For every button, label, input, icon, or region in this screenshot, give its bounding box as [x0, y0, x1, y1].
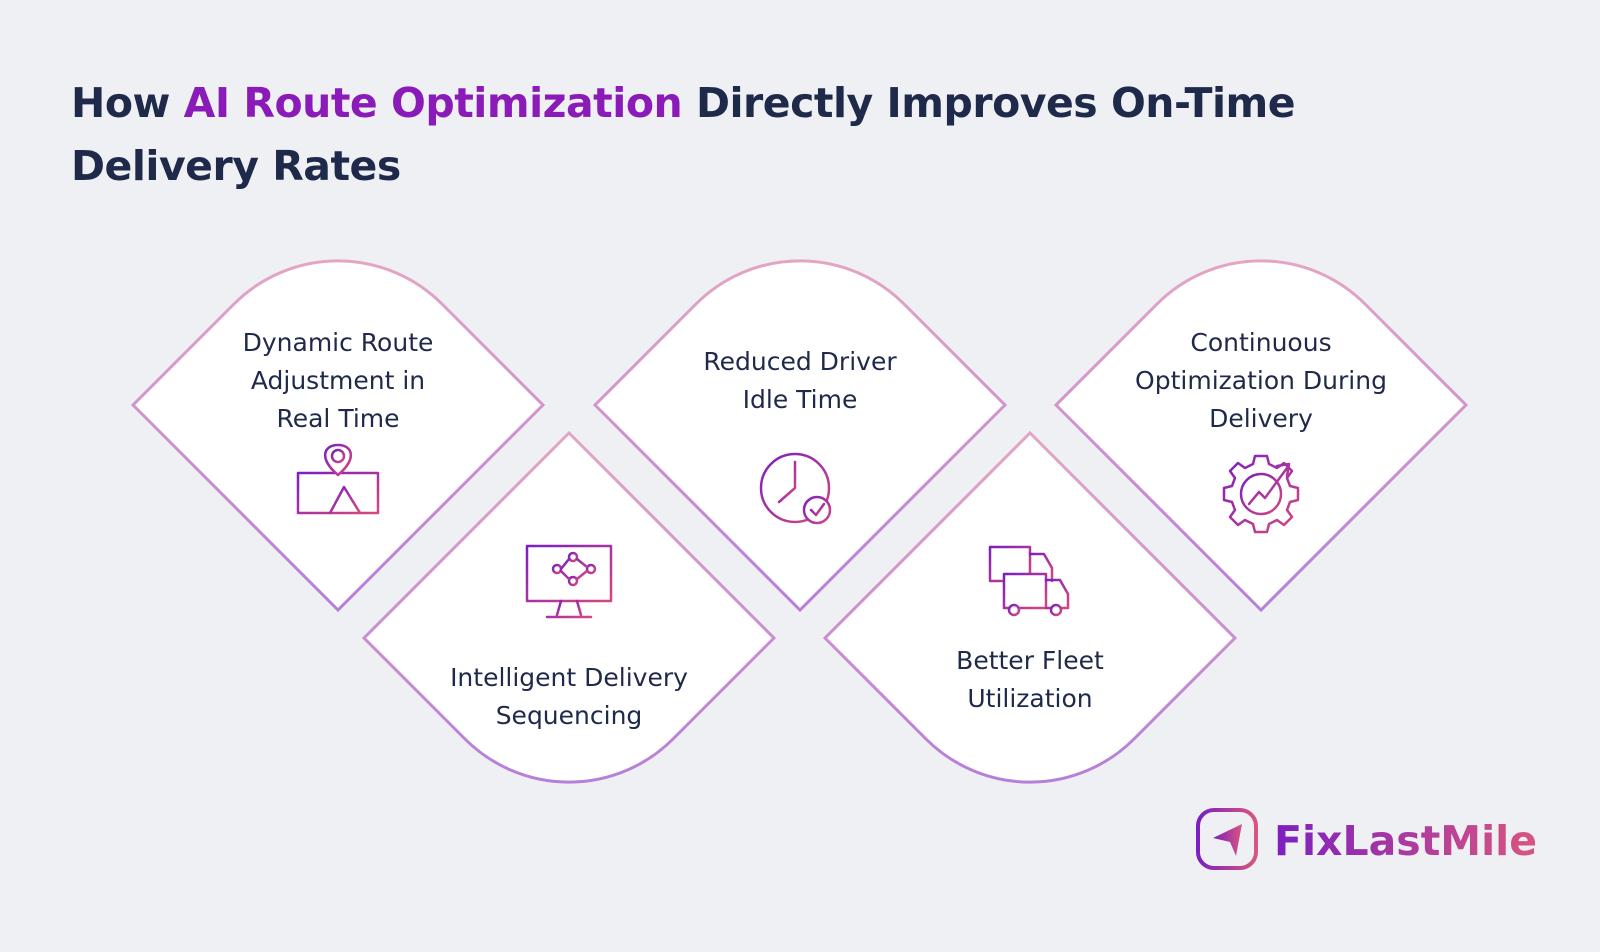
card-text: Sequencing	[496, 701, 643, 730]
title-highlight: AI Route Optimization	[184, 79, 683, 127]
card-shape	[130, 259, 546, 613]
card-text: Reduced Driver	[703, 347, 897, 376]
title-line: How AI Route Optimization Directly Impro…	[71, 79, 1295, 127]
card-text: Optimization During	[1135, 366, 1387, 395]
card-text: Continuous	[1190, 328, 1331, 357]
title-text: How	[71, 79, 184, 127]
logo-arrow	[1213, 824, 1242, 856]
map-icon	[296, 443, 380, 515]
logo-icon	[1196, 808, 1258, 870]
card-text: Utilization	[967, 684, 1092, 713]
title-text: Directly Improves On-Time	[682, 79, 1295, 127]
card-shape	[1053, 259, 1469, 613]
card-text: Adjustment in	[251, 366, 425, 395]
title-line: Delivery Rates	[71, 142, 401, 190]
card-text: Dynamic Route	[243, 328, 434, 357]
card-text: Real Time	[276, 404, 399, 433]
logo-text: FixLastMile	[1274, 817, 1537, 865]
card-shape	[592, 259, 1008, 613]
monitor-icon	[525, 544, 613, 619]
trucks-icon	[988, 545, 1070, 617]
card-shape	[361, 430, 777, 784]
gear-icon	[1222, 454, 1300, 534]
clock-icon	[759, 452, 832, 525]
card-text: Intelligent Delivery	[450, 663, 688, 692]
card-text: Better Fleet	[956, 646, 1104, 675]
logo: FixLastMile	[1196, 808, 1537, 870]
card-text: Delivery	[1209, 404, 1313, 433]
card-text: Idle Time	[743, 385, 858, 414]
